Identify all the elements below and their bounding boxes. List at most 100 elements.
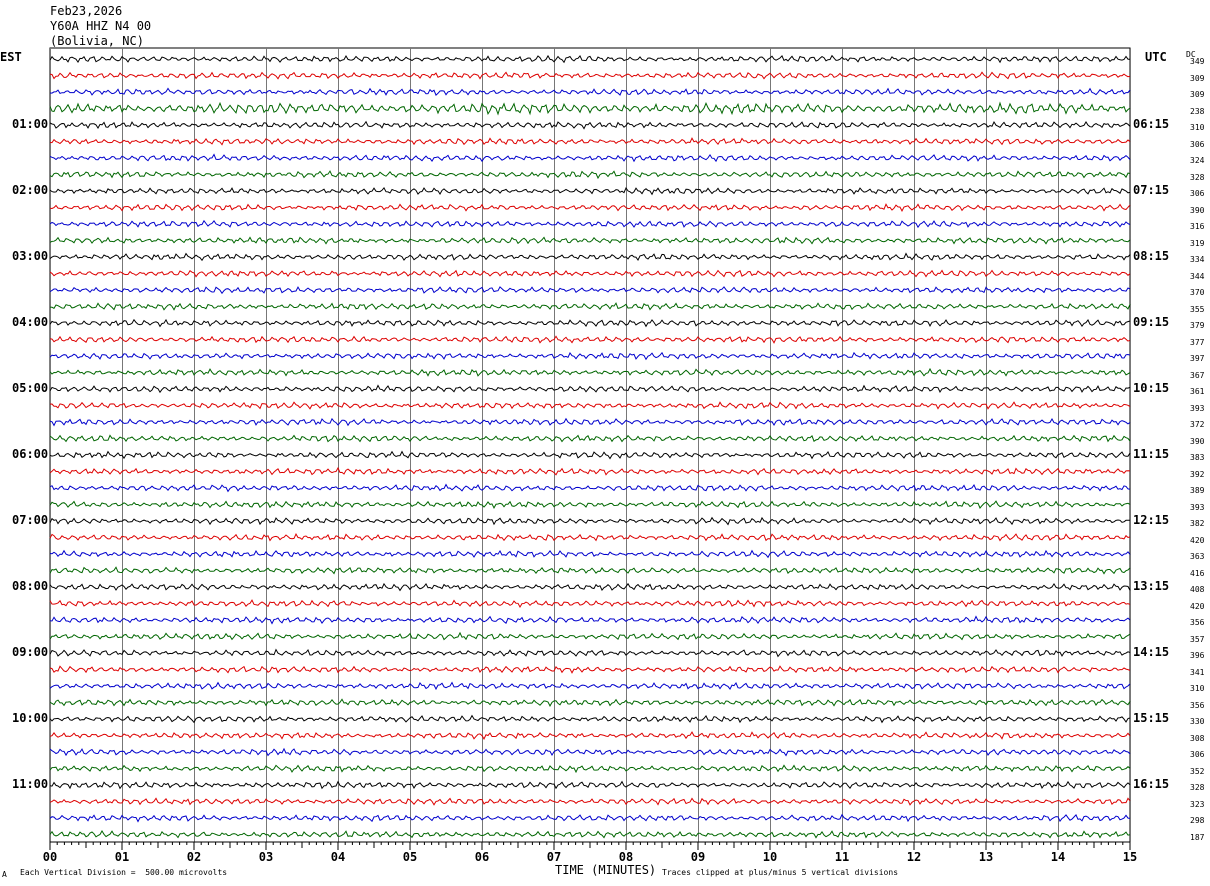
footer-clip: Traces clipped at plus/minus 5 vertical … [662,868,899,877]
seismic-trace [49,615,1131,625]
dc-offset-label: 344 [1190,271,1205,281]
seismic-trace [49,120,1131,130]
dc-offset-label: 396 [1190,651,1205,660]
dc-offset-label: 390 [1190,436,1205,446]
seismic-trace [49,170,1131,180]
dc-offset-label: 383 [1190,453,1205,462]
seismic-trace [49,269,1131,278]
left-hour-label: 08:00 [12,579,49,593]
right-hour-label: 06:15 [1133,117,1170,131]
dc-offset-label: 319 [1190,238,1205,248]
dc-offset-label: 397 [1190,354,1205,363]
dc-offset-label: 392 [1190,469,1205,479]
seismic-trace [49,813,1131,823]
dc-offset-label: 310 [1190,123,1205,132]
seismic-trace [49,582,1131,592]
dc-offset-label: 420 [1190,535,1205,545]
dc-offset-label: 379 [1190,321,1205,330]
dc-offset-label: 306 [1190,139,1205,149]
seismic-trace [49,500,1131,509]
dc-offset-label: 389 [1190,486,1205,495]
dc-offset-label: 238 [1190,106,1205,116]
seismic-trace [49,648,1131,658]
x-tick-label: 04 [331,850,345,864]
seismic-trace [49,236,1131,245]
seismic-trace [49,302,1131,311]
left-hour-label: 05:00 [12,381,49,395]
right-hour-label: 12:15 [1133,513,1170,527]
right-timezone-label: UTC [1145,50,1167,64]
dc-offset-label: 356 [1190,618,1205,627]
seismic-trace [49,219,1131,229]
left-hour-label: 06:00 [12,447,49,461]
dc-offset-label: 355 [1190,304,1205,314]
seismic-trace [49,384,1131,394]
dc-offset-label: 324 [1190,156,1205,165]
left-hour-label: 04:00 [12,315,49,329]
right-hour-label: 15:15 [1133,711,1170,725]
dc-offset-label: 310 [1190,684,1205,693]
dc-offset-label: 363 [1190,552,1205,561]
dc-offset-label: 377 [1190,337,1205,347]
x-tick-label: 15 [1123,850,1137,864]
seismic-trace [49,318,1131,328]
left-hour-label: 02:00 [12,183,49,197]
right-hour-label: 11:15 [1133,447,1170,461]
seismic-trace [49,599,1131,609]
dc-offset-label: 187 [1190,832,1205,842]
seismic-trace [49,780,1131,790]
seismic-trace [49,367,1131,377]
right-hour-label: 13:15 [1133,579,1170,593]
x-tick-label: 05 [403,850,417,864]
seismic-trace [49,549,1131,559]
seismic-trace [49,631,1131,641]
dc-offset-label: 328 [1190,783,1205,792]
seismic-trace [49,533,1131,542]
dc-offset-label: 316 [1190,222,1205,231]
left-hour-label: 10:00 [12,711,49,725]
dc-offset-label: 370 [1190,288,1205,297]
dc-offset-label: 341 [1190,667,1205,677]
dc-offset-label: 356 [1190,700,1205,710]
dc-offset-label: 408 [1190,585,1205,594]
x-tick-label: 13 [979,850,993,864]
seismic-trace [49,483,1131,493]
x-tick-label: 11 [835,850,849,864]
time-axis: 00 01 02 03 04 05 06 07 08 09 10 11 12 13 14 15 [43,841,1137,864]
x-tick-label: 02 [187,850,201,864]
seismic-trace [49,252,1131,262]
seismic-trace [49,731,1131,740]
dc-offset-label: 393 [1190,403,1205,413]
dc-offset-label: 309 [1190,90,1205,99]
dc-offset-label: 328 [1190,172,1205,182]
left-hour-label: 01:00 [12,117,49,131]
seismic-trace [49,830,1131,839]
x-tick-label: 09 [691,850,705,864]
seismic-trace [49,566,1131,575]
dc-offset-label: 334 [1190,255,1205,264]
grid-lines [49,47,1131,843]
x-tick-label: 00 [43,850,57,864]
x-tick-label: 03 [259,850,273,864]
dc-offset-label: 420 [1190,601,1205,611]
dc-header: DC [1186,50,1196,59]
dc-offset-label: 323 [1190,799,1205,809]
right-hour-label: 16:15 [1133,777,1170,791]
footer-mark: A [2,870,7,879]
left-hour-label: 09:00 [12,645,49,659]
seismic-trace [49,87,1131,96]
header-station: Y60A HHZ N4 00 [50,19,152,33]
dc-offset-label: 306 [1190,189,1205,198]
seismic-trace [49,450,1131,460]
x-tick-label: 08 [619,850,633,864]
seismic-trace [49,401,1131,410]
seismic-trace [49,186,1131,196]
seismic-trace [49,681,1131,691]
x-tick-label: 01 [115,850,129,864]
left-hour-label: 11:00 [12,777,49,791]
seismic-trace [49,335,1131,344]
dc-offset-label: 367 [1190,370,1205,380]
dc-offset-label: 361 [1190,387,1205,396]
header-location: (Bolivia, NC) [50,34,144,48]
seismic-trace [49,665,1131,674]
